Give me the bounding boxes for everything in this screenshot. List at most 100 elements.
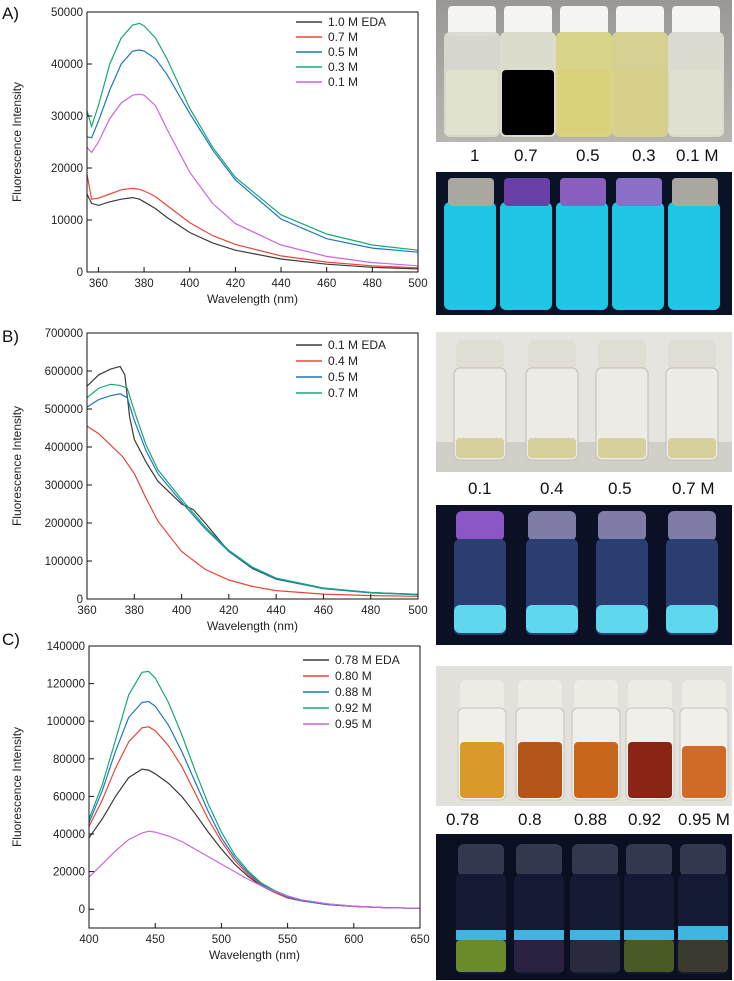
x-axis-label: Wavelength (nm) <box>207 292 298 306</box>
photo-c-vials-daylight <box>436 666 732 806</box>
caption-row-b: 0.1 0.4 0.5 0.7 M <box>436 479 732 501</box>
series-line-1 <box>87 366 418 594</box>
legend-label: 0.3 M <box>328 60 358 74</box>
legend-label: 0.5 M <box>328 45 358 59</box>
x-tick-label: 600 <box>344 934 363 946</box>
caption-b-2: 0.4 <box>540 479 564 499</box>
y-tick-label: 400000 <box>45 442 83 454</box>
photo-b-vials-uv <box>436 505 732 645</box>
x-tick-label: 500 <box>408 605 427 617</box>
chart-a-fluorescence-spectra: 360 380 400 420 440 460 480 500 0 10000 20000 30000… <box>0 0 430 325</box>
x-tick-label: 400 <box>180 278 199 290</box>
x-tick-label: 480 <box>361 605 380 617</box>
series-line-2 <box>87 426 418 596</box>
y-tick-label: 40000 <box>53 829 85 841</box>
series-line-5 <box>87 94 418 266</box>
legend-label: 0.92 M <box>335 701 372 715</box>
series-line-5 <box>89 831 420 908</box>
x-tick-label: 400 <box>172 605 191 617</box>
caption-b-4: 0.7 M <box>672 479 715 499</box>
y-axis-label: Fluorescence Intensity <box>10 727 24 847</box>
y-tick-label: 140000 <box>47 641 85 653</box>
y-tick-label: 300000 <box>45 480 83 492</box>
x-tick-label: 480 <box>363 278 382 290</box>
y-tick-label: 30000 <box>51 111 83 123</box>
vials-uv-image <box>436 172 732 315</box>
y-tick-label: 600000 <box>45 366 83 378</box>
caption-b-3: 0.5 <box>608 479 632 499</box>
y-tick-label: 80000 <box>53 754 85 766</box>
caption-c-3: 0.88 <box>574 810 607 830</box>
x-tick-label: 380 <box>125 605 144 617</box>
x-tick-label: 440 <box>271 278 290 290</box>
photo-c-vials-uv <box>436 834 732 980</box>
series-line-4 <box>87 23 418 250</box>
legend-label: 0.5 M <box>328 370 358 384</box>
x-tick-label: 500 <box>408 278 427 290</box>
caption-c-1: 0.78 <box>446 810 479 830</box>
y-tick-label: 0 <box>77 267 83 279</box>
caption-a-4: 0.3 <box>632 146 656 166</box>
caption-a-2: 0.7 <box>514 146 538 166</box>
y-tick-label: 10000 <box>51 215 83 227</box>
y-tick-label: 20000 <box>51 163 83 175</box>
x-tick-label: 400 <box>79 934 98 946</box>
x-axis-label: Wavelength (nm) <box>209 948 300 962</box>
x-tick-label: 500 <box>212 934 231 946</box>
plot-frame <box>87 333 418 599</box>
y-tick-label: 0 <box>79 904 85 916</box>
x-tick-label: 440 <box>267 605 286 617</box>
caption-c-5: 0.95 M <box>678 810 730 830</box>
x-axis-label: Wavelength (nm) <box>207 619 298 633</box>
legend-label: 0.7 M <box>328 386 358 400</box>
caption-row-a: 1 0.7 0.5 0.3 0.1 M <box>436 146 732 168</box>
chart-b-fluorescence-spectra: 360 380 400 420 440 460 480 500 0 100000 200000 300… <box>0 322 430 632</box>
caption-a-5: 0.1 M <box>676 146 719 166</box>
x-tick-label: 420 <box>219 605 238 617</box>
series-line-3 <box>87 394 418 595</box>
y-tick-label: 100000 <box>47 716 85 728</box>
legend-label: 0.95 M <box>335 717 372 731</box>
y-tick-label: 20000 <box>53 867 85 879</box>
photo-a-vials-uv <box>436 172 732 315</box>
y-axis-label: Fluorescence Intensity <box>10 406 24 526</box>
legend-label: 0.4 M <box>328 354 358 368</box>
y-tick-label: 40000 <box>51 59 83 71</box>
legend-label: 0.78 M EDA <box>335 653 400 667</box>
vials-uv-image <box>436 505 732 645</box>
legend-label: 0.1 M EDA <box>328 338 386 352</box>
vials-uv-image <box>436 834 732 980</box>
y-tick-label: 60000 <box>53 791 85 803</box>
x-tick-label: 360 <box>89 278 108 290</box>
x-tick-label: 650 <box>410 934 429 946</box>
vials-daylight-image <box>436 0 732 142</box>
caption-c-2: 0.8 <box>518 810 542 830</box>
series-line-4 <box>87 384 418 594</box>
caption-a-3: 0.5 <box>576 146 600 166</box>
photo-b-vials-daylight <box>436 332 732 472</box>
y-tick-label: 120000 <box>47 679 85 691</box>
y-tick-label: 100000 <box>45 556 83 568</box>
x-tick-label: 550 <box>278 934 297 946</box>
legend-label: 1.0 M EDA <box>328 15 386 29</box>
x-tick-label: 460 <box>317 278 336 290</box>
photo-a-vials-daylight <box>436 0 732 142</box>
vials-daylight-image <box>436 666 732 806</box>
y-tick-label: 500000 <box>45 404 83 416</box>
x-tick-label: 380 <box>134 278 153 290</box>
legend-label: 0.7 M <box>328 30 358 44</box>
y-axis-label: Fluorescence Intensity <box>10 82 24 202</box>
legend-label: 0.88 M <box>335 685 372 699</box>
vials-daylight-image <box>436 332 732 472</box>
x-tick-label: 460 <box>314 605 333 617</box>
x-tick-label: 450 <box>146 934 165 946</box>
legend-label: 0.1 M <box>328 75 358 89</box>
x-tick-label: 360 <box>77 605 96 617</box>
y-tick-label: 50000 <box>51 7 83 19</box>
caption-c-4: 0.92 <box>628 810 661 830</box>
legend-label: 0.80 M <box>335 669 372 683</box>
y-tick-label: 200000 <box>45 518 83 530</box>
chart-c-fluorescence-spectra: 400 450 500 550 600 650 0 20000 40000 60000 80000 1… <box>0 635 430 980</box>
caption-b-1: 0.1 <box>468 479 492 499</box>
series-line-3 <box>87 50 418 252</box>
